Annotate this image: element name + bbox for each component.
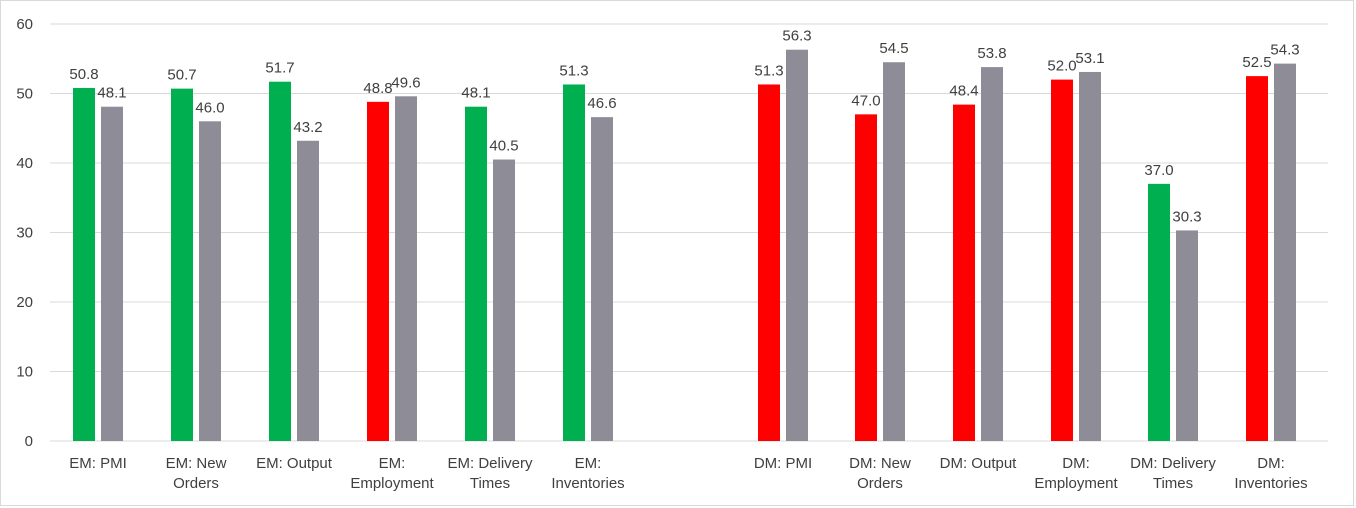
current-bar [465,106,487,441]
category-label: DM: Output [940,455,1018,472]
category-label: DM: Delivery Times [1130,455,1216,492]
data-label: 54.3 [1270,42,1299,59]
data-label: 48.4 [949,83,978,100]
prior-bar [1079,71,1101,441]
data-label: 48.8 [363,80,392,97]
y-tick-label: 20 [16,294,33,311]
data-label: 51.3 [754,62,783,79]
current-bar [758,84,780,441]
data-label: 30.3 [1172,208,1201,225]
data-label: 48.1 [461,85,490,102]
category-label: DM: Employment [1034,455,1118,492]
data-label: 53.1 [1075,50,1104,67]
data-label: 53.8 [977,45,1006,62]
prior-bar [591,117,613,441]
current-bar [269,81,291,441]
data-label: 47.0 [851,92,880,109]
category-label: DM: PMI [754,455,812,472]
category-label: DM: Inventories [1234,455,1307,492]
current-bar [171,88,193,441]
data-label: 51.3 [559,62,588,79]
category-label: EM: New Orders [166,455,227,492]
current-bar [563,84,585,441]
current-bar [367,101,389,441]
data-label: 50.7 [167,67,196,84]
data-label: 40.5 [489,138,518,155]
prior-bar [786,49,808,442]
data-label: 46.0 [195,99,224,116]
data-label: 52.5 [1242,54,1271,71]
category-label: EM: Inventories [551,455,624,492]
prior-bar [297,140,319,441]
category-label: DM: New Orders [849,455,911,492]
category-label: EM: PMI [69,455,127,472]
data-label: 50.8 [69,66,98,83]
data-label: 37.0 [1144,162,1173,179]
current-bar [1246,76,1268,441]
data-label: 51.7 [265,60,294,77]
prior-bar [395,96,417,441]
data-label: 48.1 [97,85,126,102]
data-label: 46.6 [587,95,616,112]
data-label: 43.2 [293,119,322,136]
current-bar [1148,183,1170,441]
y-tick-label: 30 [16,225,33,242]
current-bar [73,87,95,441]
y-tick-label: 10 [16,364,33,381]
data-label: 49.6 [391,74,420,91]
category-label: EM: Employment [350,455,434,492]
prior-bar [981,67,1003,441]
y-tick-label: 0 [25,433,33,450]
prior-bar [199,121,221,442]
y-tick-label: 50 [16,86,33,103]
prior-bar [101,106,123,441]
y-tick-label: 40 [16,155,33,172]
current-bar [953,104,975,442]
prior-bar [883,62,905,441]
y-tick-label: 60 [16,16,33,33]
data-label: 56.3 [782,28,811,45]
category-label: EM: Output [256,455,333,472]
current-bar [1051,79,1073,441]
prior-bar [493,159,515,441]
prior-bar [1274,63,1296,442]
prior-bar [1176,230,1198,441]
category-label: EM: Delivery Times [447,455,533,492]
data-label: 52.0 [1047,58,1076,75]
data-label: 54.5 [879,40,908,57]
current-bar [855,114,877,441]
